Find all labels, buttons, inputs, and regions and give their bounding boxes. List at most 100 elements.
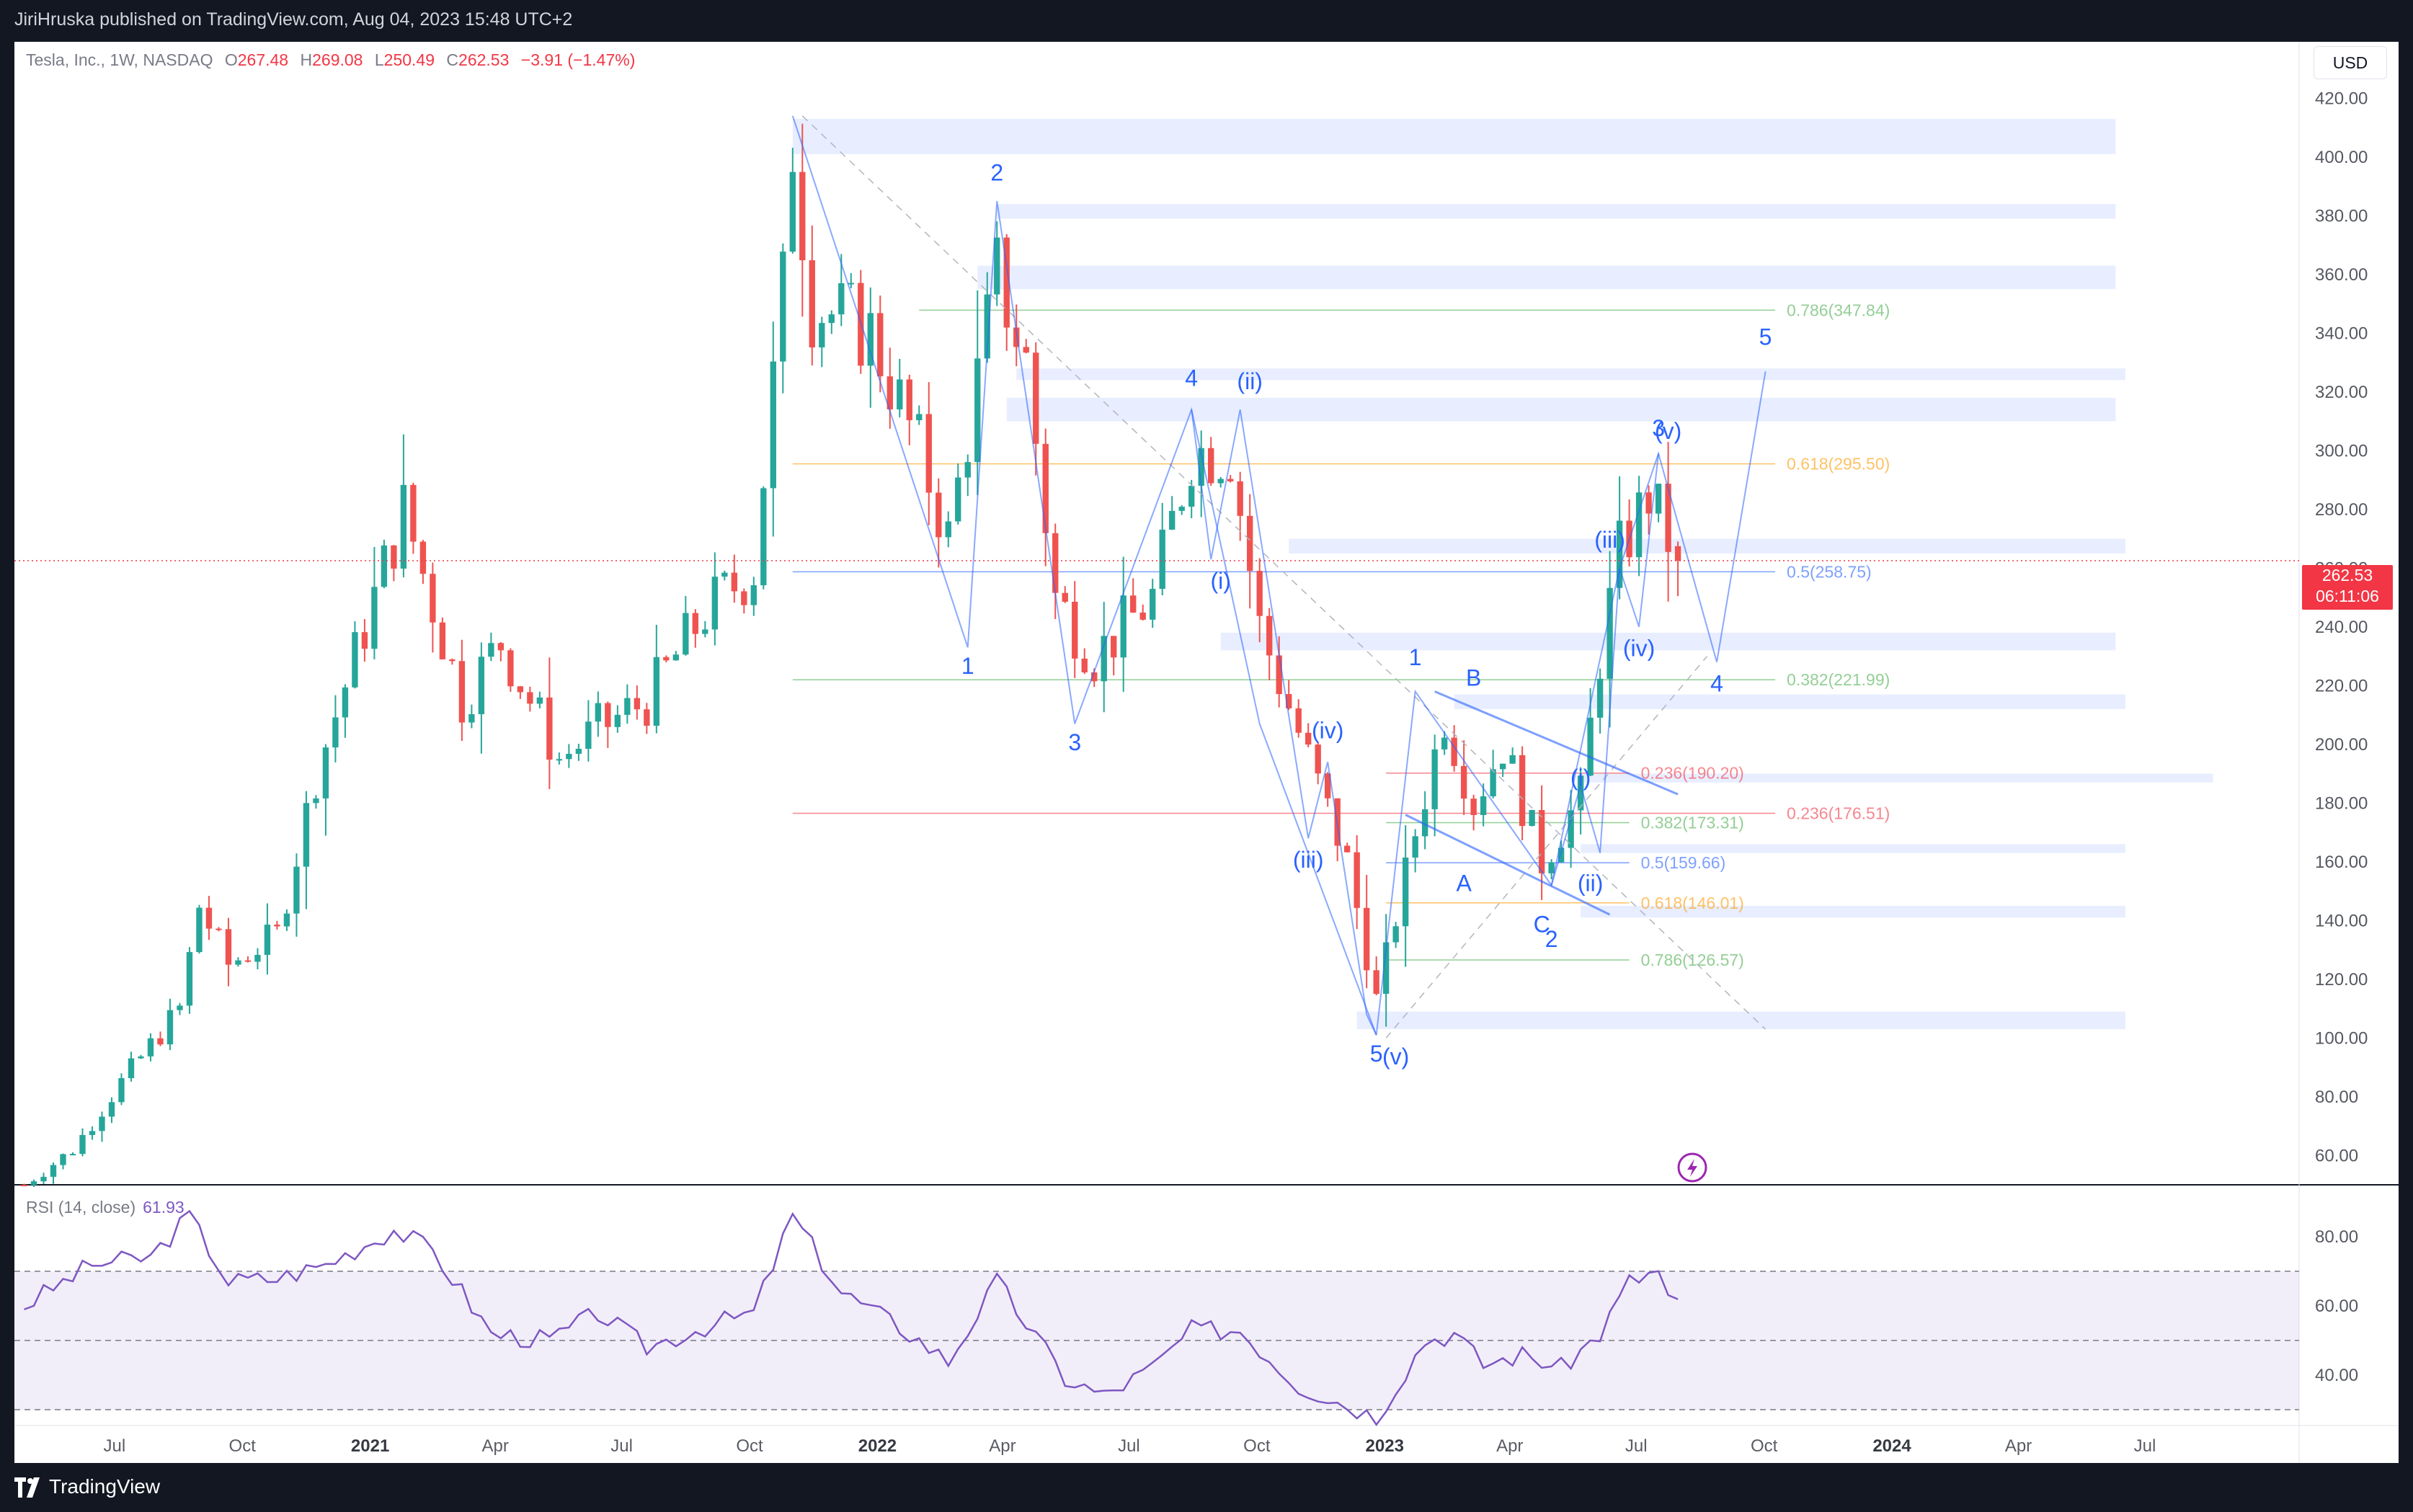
- candle-body: [517, 686, 524, 693]
- rsi-line: [24, 1209, 1679, 1426]
- wave-label: (i): [1570, 765, 1591, 791]
- candle-body: [254, 954, 261, 962]
- candle-body: [244, 960, 252, 962]
- candle-body: [1237, 481, 1243, 516]
- candle-body: [108, 1102, 115, 1117]
- candle-body: [1256, 571, 1263, 616]
- time-tick-label: Jul: [1118, 1436, 1140, 1456]
- candle-body: [293, 866, 300, 914]
- candle-body: [274, 924, 280, 927]
- candle-body: [1557, 848, 1565, 863]
- rsi-value: 61.93: [143, 1198, 185, 1217]
- wave-label: (v): [1382, 1044, 1409, 1069]
- open-label: O: [224, 50, 238, 69]
- candle-body: [1159, 529, 1165, 590]
- wave-label: 3: [1652, 415, 1665, 441]
- candle-body: [1072, 601, 1078, 659]
- rsi-tick-label: 60.00: [2315, 1297, 2358, 1316]
- candle-body: [1480, 796, 1487, 815]
- currency-button[interactable]: USD: [2314, 46, 2387, 79]
- candle-body: [1305, 732, 1312, 745]
- candle-body: [419, 541, 427, 574]
- candle-body: [1003, 237, 1010, 328]
- candle-body: [1674, 546, 1681, 561]
- candle-body: [50, 1165, 57, 1177]
- candle-body: [936, 492, 942, 538]
- candle-body: [1324, 773, 1331, 799]
- wave-label: 4: [1710, 670, 1723, 696]
- candle-body: [138, 1056, 144, 1059]
- candle-body: [1169, 510, 1176, 530]
- candle-body: [1616, 520, 1623, 588]
- candle-body: [1343, 845, 1351, 853]
- candle-body: [536, 697, 543, 704]
- price-tick-label: 140.00: [2315, 911, 2368, 930]
- tradingview-logo-icon: [14, 1477, 40, 1498]
- candle-body: [1198, 448, 1204, 486]
- candle-body: [945, 521, 951, 538]
- candle-body: [546, 697, 553, 760]
- candle-body: [400, 484, 407, 569]
- candle-body: [672, 654, 680, 661]
- candle-body: [60, 1154, 66, 1165]
- time-tick-label: Oct: [1243, 1436, 1271, 1456]
- price-tick-label: 280.00: [2315, 500, 2368, 520]
- candle-body: [1217, 479, 1224, 484]
- time-tick-label: Oct: [736, 1436, 763, 1456]
- time-tick-label: Apr: [989, 1436, 1016, 1456]
- candle-body: [342, 687, 349, 718]
- price-tick-label: 240.00: [2315, 618, 2368, 637]
- candle-body: [1499, 763, 1506, 770]
- time-tick-label: Apr: [481, 1436, 508, 1456]
- chart-panel[interactable]: 0.786(347.84) 0.618(295.50) 0.5(258.75) 0.3…: [14, 42, 2399, 1463]
- candle-body: [507, 650, 514, 687]
- candle-body: [886, 376, 893, 410]
- candle-body: [644, 709, 650, 726]
- candle-body: [30, 1181, 37, 1186]
- candle-body: [1441, 737, 1448, 750]
- candle-body: [819, 323, 825, 348]
- supply-demand-zone: [1581, 773, 2213, 783]
- candle-body: [1276, 655, 1282, 695]
- price-tick-label: 320.00: [2315, 383, 2368, 402]
- price-tick-label: 380.00: [2315, 206, 2368, 226]
- candle-body: [838, 283, 845, 315]
- candle-body: [322, 747, 329, 799]
- supply-demand-zone: [1220, 632, 2116, 651]
- symbol-name[interactable]: Tesla, Inc., 1W, NASDAQ: [26, 50, 213, 69]
- candle-body: [1538, 809, 1545, 873]
- candle-body: [1421, 809, 1428, 837]
- change-value: −3.91 (−1.47%): [520, 50, 636, 69]
- candle-body: [478, 657, 485, 714]
- time-tick-label: Oct: [229, 1436, 257, 1456]
- candle-body: [867, 313, 874, 366]
- candle-body: [1013, 327, 1020, 347]
- candle-body: [955, 477, 961, 522]
- time-tick-label: Jul: [1625, 1436, 1648, 1456]
- candle-body: [897, 379, 903, 410]
- candle-body: [974, 358, 981, 463]
- candle-body: [449, 659, 456, 662]
- candle-body: [1227, 479, 1234, 481]
- rsi-label[interactable]: RSI (14, close): [26, 1198, 136, 1217]
- candle-body: [225, 929, 232, 965]
- candle-body: [770, 361, 776, 489]
- candle-body: [711, 577, 719, 630]
- candle-body: [556, 759, 563, 761]
- wave-label: 2: [1545, 926, 1558, 952]
- candle-body: [809, 260, 815, 348]
- candle-body: [566, 753, 572, 760]
- candle-body: [1655, 484, 1662, 514]
- candle-body: [1139, 612, 1146, 620]
- lightning-icon-bolt: [1687, 1159, 1697, 1177]
- channel-line: [1405, 814, 1611, 916]
- candle-body: [1509, 755, 1516, 764]
- candle-body: [371, 587, 378, 649]
- time-tick-label: Apr: [2005, 1436, 2032, 1456]
- chart-canvas[interactable]: 0.786(347.84) 0.618(295.50) 0.5(258.75) 0.3…: [14, 42, 2399, 1463]
- candle-body: [1529, 809, 1535, 827]
- time-tick-label: 2021: [351, 1436, 389, 1456]
- candle-body: [205, 907, 213, 929]
- time-tick-label: Jul: [2134, 1436, 2156, 1456]
- supply-demand-zone: [1289, 538, 2125, 553]
